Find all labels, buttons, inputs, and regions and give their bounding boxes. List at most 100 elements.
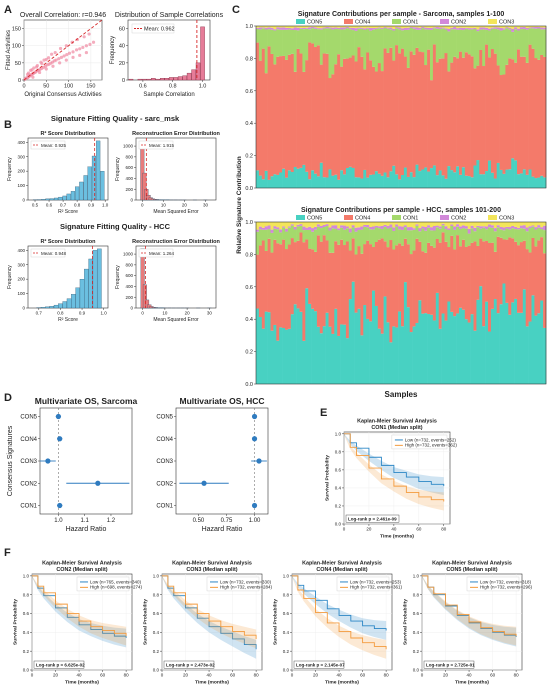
stacked-segment-con4 [348, 250, 352, 300]
legend-label-con4: CON4 [355, 216, 370, 222]
stacked-segment-con5 [395, 327, 399, 384]
stacked-segment-con3 [406, 26, 410, 28]
scatter-point [54, 58, 58, 62]
sarc-r2-bar [100, 171, 105, 201]
stacked-segment-con1 [389, 29, 393, 48]
stacked-segment-con1 [308, 229, 312, 249]
stacked-segment-con2 [316, 28, 321, 30]
stacked-segment-con3 [459, 26, 463, 28]
forest-sarcoma-ytick-label: CON1 [20, 504, 37, 510]
sarc-r2-legend-label: Mean: 0.925 [41, 143, 67, 148]
legend-swatch-con4 [344, 19, 353, 24]
stacked-segment-con5 [296, 308, 300, 384]
stacked-segment-con2 [514, 27, 518, 30]
stacked-segment-con3 [430, 26, 434, 28]
stacked-segment-con5 [403, 167, 408, 188]
stacked-segment-con5 [514, 160, 518, 188]
stacked-segment-con4 [395, 45, 399, 175]
stacked-segment-con3 [337, 26, 341, 28]
hist-bar [128, 78, 134, 81]
stacked-segment-con5 [435, 175, 439, 188]
stacked-segment-con1 [366, 227, 370, 241]
stacked-segment-con3 [517, 222, 521, 228]
stacked-segment-con4 [537, 59, 541, 178]
stacked-segment-con5 [421, 313, 425, 384]
stacked-segment-con4 [435, 239, 439, 293]
forest-sarcoma-ytick-label: CON3 [20, 459, 37, 465]
stacked-segment-con3 [432, 222, 437, 227]
stacked-segment-con4 [363, 244, 367, 306]
stacked-segment-con3 [285, 222, 289, 229]
stacked-segment-con4 [519, 56, 524, 174]
stacked-segment-con1 [517, 229, 521, 246]
stacked-segment-con4 [369, 60, 373, 175]
km-con5-survival-curve [422, 575, 517, 637]
stacked-segment-con1 [493, 28, 497, 54]
stacked-segment-con5 [438, 328, 442, 384]
stacked-segment-con2 [531, 27, 535, 29]
km-con2-legend-high: High (n=698, events=274) [90, 585, 143, 590]
stacked-segment-con4 [432, 247, 437, 321]
stacked-segment-con5 [479, 174, 483, 188]
stacked-segment-con1 [351, 227, 355, 239]
stacked-segment-con2 [502, 227, 506, 231]
stacked-segment-con1 [499, 229, 503, 238]
stacked-segment-con2 [282, 27, 286, 30]
stacked-segment-con5 [401, 174, 405, 188]
stacked-segment-con4 [308, 42, 312, 180]
stacked-segment-con3 [334, 26, 338, 28]
stacked-segment-con3 [540, 26, 544, 28]
stacked-segment-con2 [296, 224, 300, 227]
stacked-segment-con1 [256, 28, 260, 43]
stacked-segment-con1 [276, 229, 280, 244]
stacked-segment-con3 [287, 26, 292, 28]
km-con4-title: Kaplan-Meier Survival Analysis [302, 561, 382, 567]
stacked-segment-con3 [418, 26, 422, 28]
stacked-segment-con3 [432, 26, 437, 28]
panel-letter-B: B [4, 119, 12, 131]
stacked-segment-con5 [299, 311, 303, 384]
scatter-point [67, 51, 72, 55]
stacked-segment-con4 [316, 235, 321, 327]
stacked-segment-con4 [540, 54, 544, 176]
stacked-segment-con1 [496, 227, 500, 237]
stacked-segment-con1 [456, 226, 460, 236]
km-con3-subtitle: CON3 (Median split) [186, 567, 237, 573]
stacked-segment-con1 [331, 228, 335, 253]
stacked-segment-con4 [325, 240, 329, 313]
stacked-segment-con1 [441, 225, 445, 233]
scatter-point [38, 70, 42, 75]
stacked-segment-con1 [316, 226, 321, 236]
legend-label-con5: CON5 [307, 20, 322, 26]
stacked-segment-con3 [519, 26, 524, 28]
scatter-title: Overall Correlation: r=0.946 [20, 12, 106, 19]
scatter-point [74, 48, 79, 52]
sarc-err-legend-box [138, 140, 174, 150]
stacked-segment-con1 [372, 229, 376, 248]
stacked-segment-con4 [435, 62, 439, 176]
stacked-segment-con2 [264, 27, 268, 30]
stacked-segment-con1 [314, 229, 318, 252]
stacked-segment-con4 [505, 239, 509, 303]
stacked-segment-con2 [392, 227, 396, 231]
stacked-segment-con2 [534, 227, 538, 230]
stacked-segment-con3 [311, 222, 315, 229]
hcc-r2-ytick-label: 400 [17, 248, 25, 253]
km-con5-title: Kaplan-Meier Survival Analysis [432, 561, 512, 567]
hist-legend-label: Mean: 0.962 [144, 27, 175, 33]
stacked-segment-con3 [517, 26, 521, 29]
stacked-segment-con5 [340, 324, 344, 384]
stacked-segment-con3 [496, 222, 500, 226]
scatter-xlabel: Original Consensus Activities [24, 92, 101, 98]
stacked-segment-con1 [392, 30, 396, 61]
stacked-segment-con4 [328, 78, 332, 170]
scatter-point [34, 65, 39, 69]
sarc-err-legend-label: Mean: 1.915 [149, 143, 175, 148]
hist-bar [137, 78, 143, 81]
stacked-segment-con2 [340, 27, 344, 30]
stacked-segment-con5 [403, 282, 408, 384]
stacked-segment-con5 [302, 164, 306, 188]
stacked-segment-con2 [363, 224, 367, 227]
stacked-segment-con2 [479, 226, 483, 229]
stacked-segment-con5 [482, 326, 486, 384]
